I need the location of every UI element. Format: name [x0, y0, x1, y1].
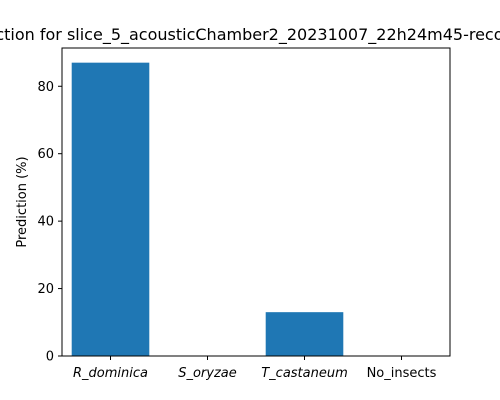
y-axis-label: Prediction (%)	[15, 156, 30, 247]
y-tick-label: 20	[37, 282, 54, 297]
y-tick-label: 0	[46, 350, 54, 365]
x-tick-label: S_oryzae	[178, 366, 237, 381]
x-tick-label: T_castaneum	[261, 366, 348, 381]
x-axis-ticks: R_dominica S_oryzae T_castaneum No_insects	[73, 356, 437, 381]
bar-t-castaneum	[265, 312, 344, 356]
bars	[71, 62, 344, 357]
y-tick-label: 80	[37, 80, 54, 95]
x-tick-label: No_insects	[367, 366, 437, 381]
chart-title: Prediction for slice_5_acousticChamber2_…	[0, 25, 500, 45]
y-tick-label: 40	[37, 215, 54, 230]
chart-title-group: Prediction for slice_5_acousticChamber2_…	[0, 25, 500, 45]
y-axis-ticks: 0 20 40 60 80	[37, 80, 62, 365]
plot-frame	[61, 47, 451, 357]
x-tick-label: R_dominica	[73, 366, 148, 381]
y-tick-label: 60	[37, 147, 54, 162]
bar-r-dominica	[71, 62, 150, 357]
